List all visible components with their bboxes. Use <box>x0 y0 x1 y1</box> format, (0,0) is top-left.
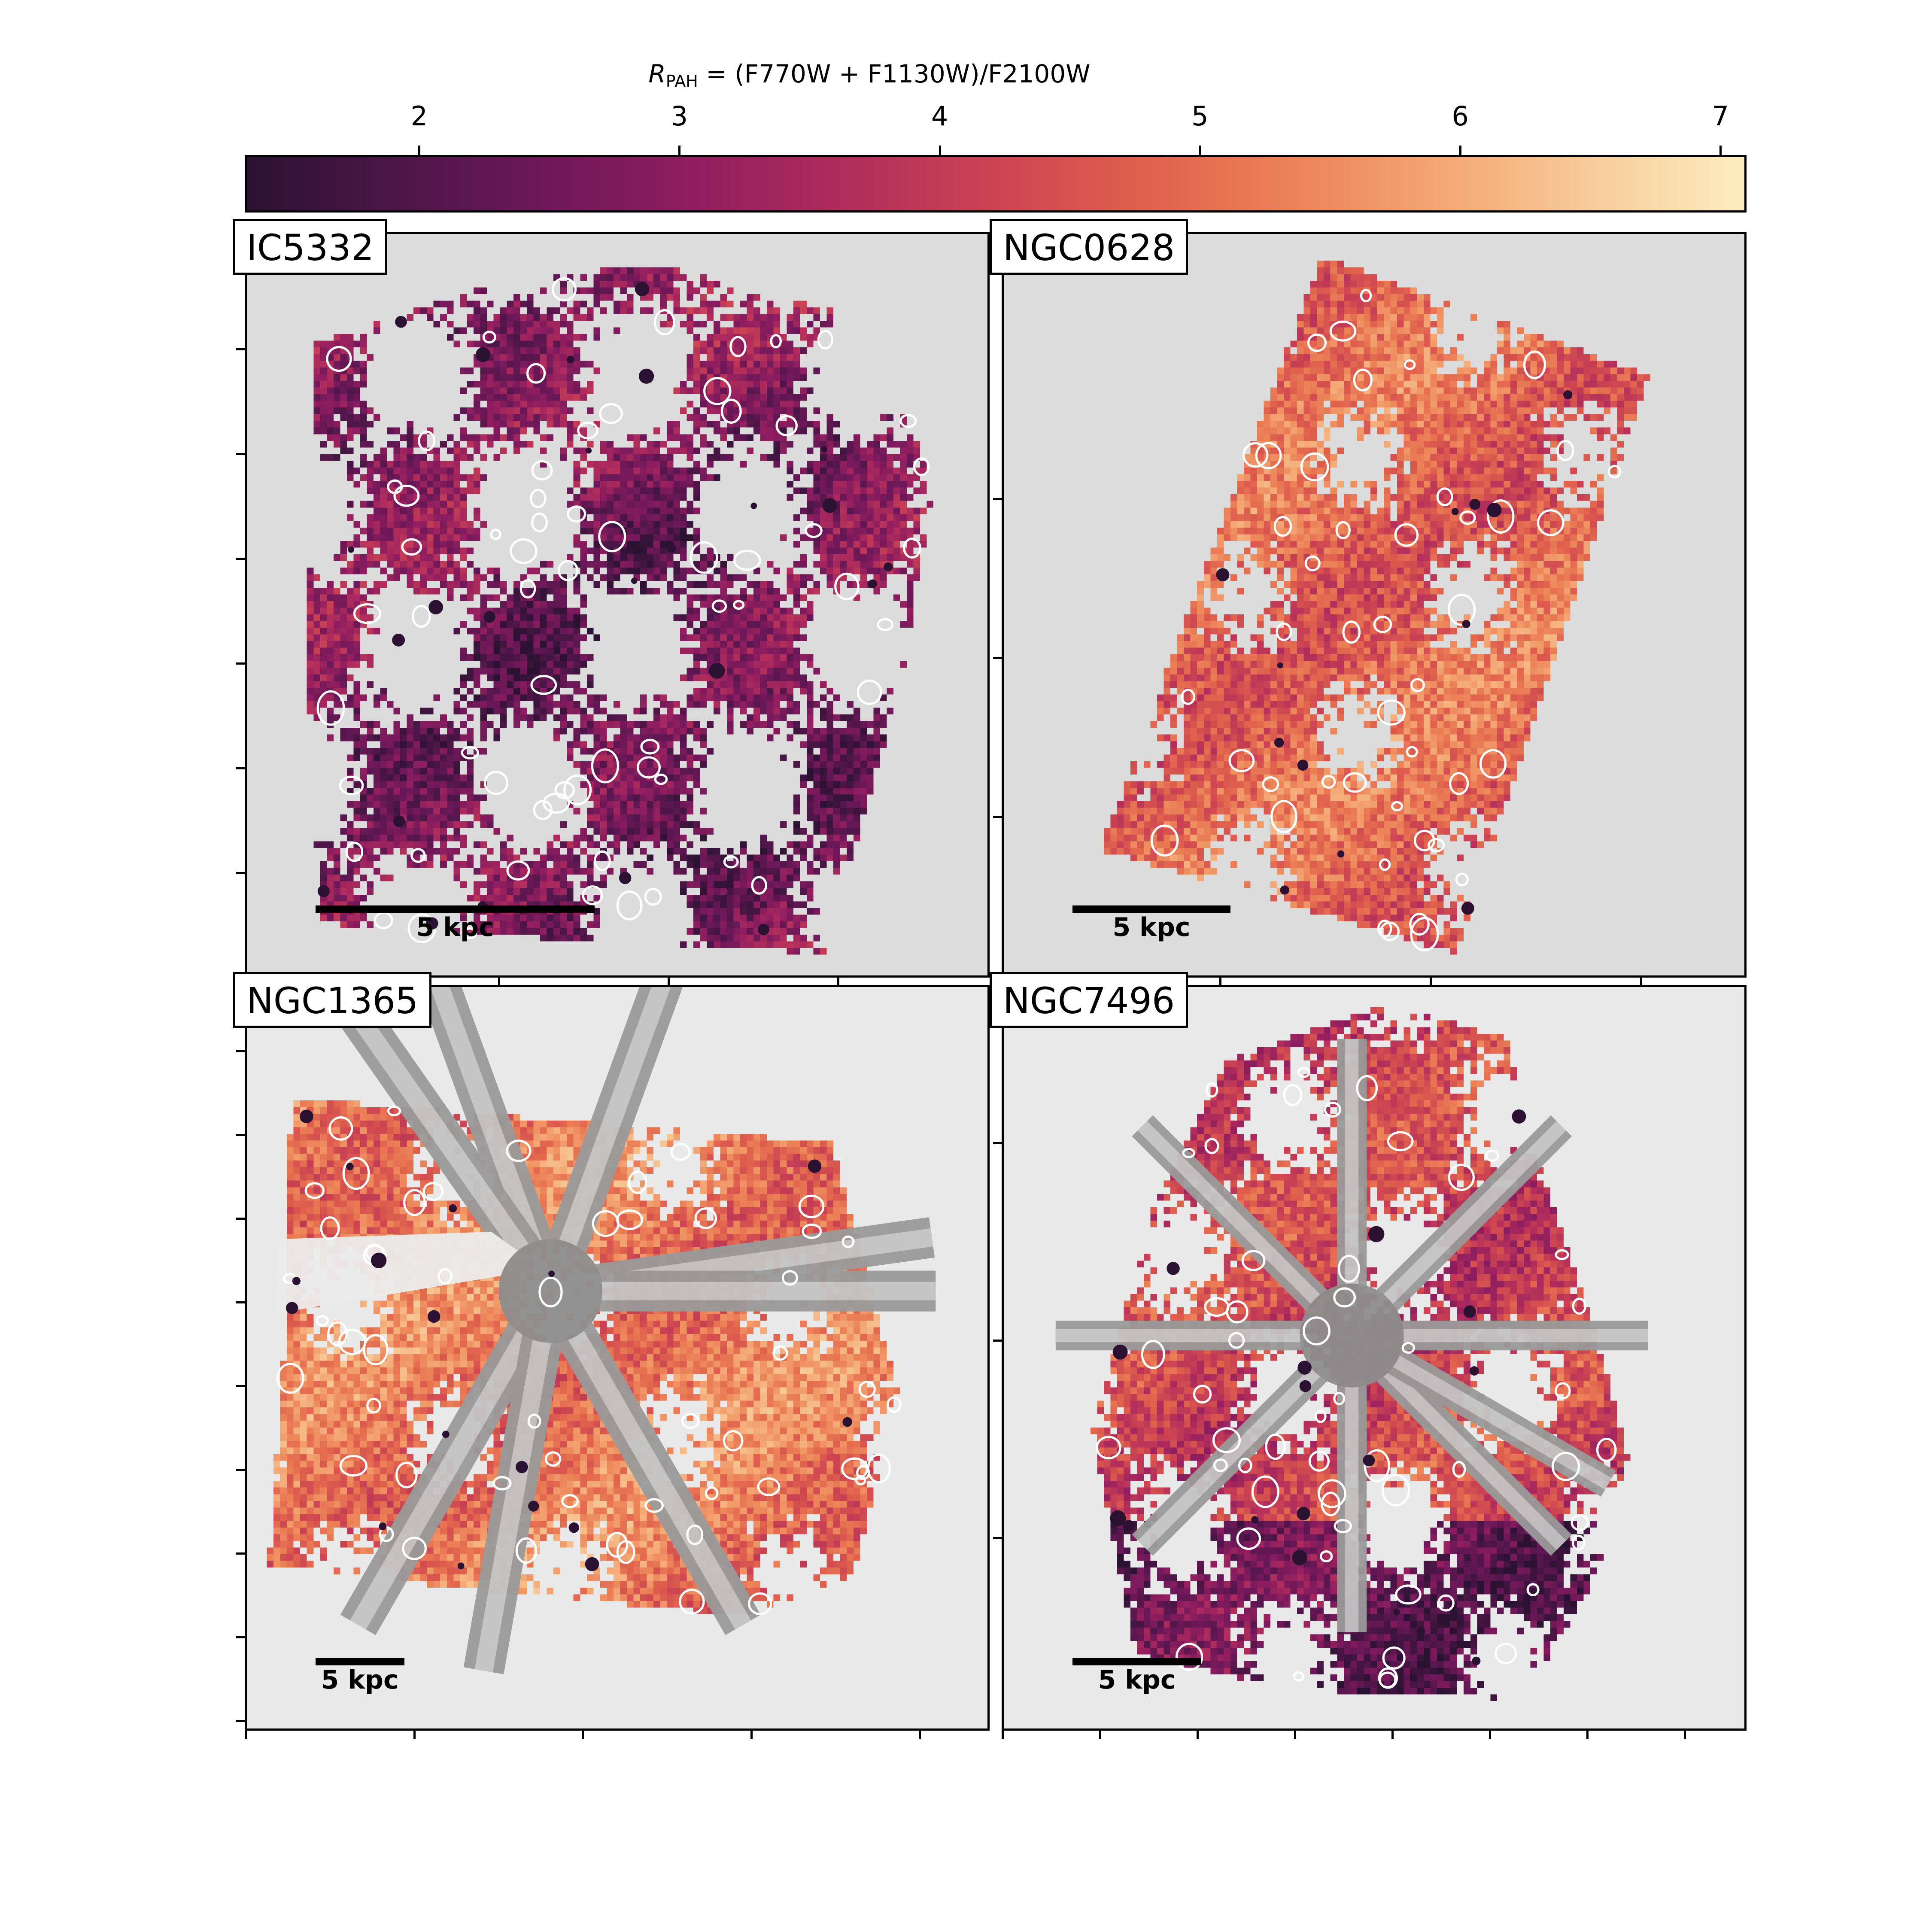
scalebar-ngc1365 <box>316 1658 404 1665</box>
axis-tick <box>919 1731 921 1739</box>
axis-tick <box>236 767 245 769</box>
axis-tick <box>236 1134 245 1136</box>
axis-tick <box>1002 1731 1004 1739</box>
scalebar-label-ngc1365: 5 kpc <box>321 1665 399 1695</box>
axis-tick <box>236 348 245 350</box>
axis-tick <box>236 662 245 665</box>
contours <box>276 1106 902 1615</box>
dark-knots <box>1216 390 1573 915</box>
scalebar-ngc7496 <box>1072 1658 1201 1665</box>
colorbar-tick <box>1459 146 1462 155</box>
axis-tick <box>668 978 670 985</box>
contours <box>1150 289 1622 952</box>
pixel-map <box>307 267 934 955</box>
axis-tick <box>1391 1731 1394 1739</box>
axis-tick <box>993 1340 1002 1342</box>
axis-tick <box>236 1385 245 1387</box>
panel-ngc0628 <box>1002 232 1747 978</box>
colorbar-title-subscript: PAH <box>665 72 698 91</box>
axis-tick <box>582 1731 584 1739</box>
axis-tick <box>993 816 1002 818</box>
axis-tick <box>236 872 245 874</box>
panel-label-ngc0628: NGC0628 <box>990 219 1188 275</box>
colorbar-tick-label: 3 <box>671 100 688 132</box>
colorbar-title: RPAH = (F770W + F1130W)/F2100W <box>472 59 1267 98</box>
axis-tick <box>1684 1731 1686 1739</box>
scalebar-ic5332 <box>316 905 595 913</box>
contours <box>1096 1067 1617 1689</box>
axis-tick <box>993 1537 1002 1539</box>
map-ngc7496 <box>1004 987 1744 1728</box>
axis-tick <box>236 453 245 455</box>
psf-artifact <box>1055 1039 1648 1632</box>
axis-tick <box>993 657 1002 659</box>
colorbar-tick <box>1199 146 1201 155</box>
panel-label-ic5332: IC5332 <box>233 219 388 275</box>
axis-tick <box>837 978 839 985</box>
scalebar-ngc0628 <box>1072 905 1230 913</box>
axis-tick <box>1294 1731 1296 1739</box>
colorbar-tick-label: 4 <box>931 100 948 132</box>
scalebar-label-ngc7496: 5 kpc <box>1098 1665 1176 1695</box>
axis-tick <box>750 1731 753 1739</box>
axis-tick <box>413 1731 416 1739</box>
axis-tick <box>236 1301 245 1303</box>
axis-tick <box>498 978 500 985</box>
map-ngc1365 <box>247 987 987 1728</box>
dark-knots <box>1110 1109 1526 1665</box>
colorbar-tick-label: 6 <box>1452 100 1469 132</box>
scalebar-label-ngc0628: 5 kpc <box>1112 912 1191 942</box>
axis-tick <box>236 1552 245 1555</box>
axis-tick <box>236 1720 245 1722</box>
colorbar-tick <box>1719 146 1722 155</box>
colorbar-tick <box>939 146 941 155</box>
panel-ngc7496 <box>1002 985 1747 1731</box>
axis-tick <box>1219 978 1221 985</box>
axis-tick <box>993 1142 1002 1144</box>
psf-artifact <box>276 987 936 1674</box>
scalebar-label-ic5332: 5 kpc <box>416 912 494 942</box>
axis-tick <box>993 498 1002 500</box>
axis-tick <box>1586 1731 1589 1739</box>
colorbar <box>245 155 1747 213</box>
dark-knots <box>286 1109 852 1571</box>
axis-tick <box>236 1469 245 1471</box>
panel-label-ngc1365: NGC1365 <box>233 972 432 1028</box>
axis-tick <box>245 1731 247 1739</box>
panel-label-ngc7496: NGC7496 <box>990 972 1188 1028</box>
colorbar-title-symbol: R <box>648 59 666 88</box>
axis-tick <box>1430 978 1432 985</box>
contours <box>316 277 930 943</box>
axis-tick <box>236 1050 245 1052</box>
axis-tick <box>1640 978 1642 985</box>
map-ngc0628 <box>1004 234 1744 975</box>
panel-ic5332 <box>245 232 990 978</box>
axis-tick <box>1197 1731 1199 1739</box>
colorbar-tick-label: 2 <box>410 100 428 132</box>
panel-ngc1365 <box>245 985 990 1731</box>
map-ic5332 <box>247 234 987 975</box>
axis-tick <box>236 558 245 560</box>
axis-tick <box>236 1218 245 1220</box>
axis-tick <box>236 1636 245 1638</box>
colorbar-tick-label: 5 <box>1191 100 1209 132</box>
axis-tick <box>1489 1731 1491 1739</box>
colorbar-tick <box>678 146 681 155</box>
colorbar-tick <box>418 146 421 155</box>
axis-tick <box>1099 1731 1101 1739</box>
colorbar-tick-label: 7 <box>1712 100 1729 132</box>
colorbar-title-expression: = (F770W + F1130W)/F2100W <box>698 59 1091 88</box>
